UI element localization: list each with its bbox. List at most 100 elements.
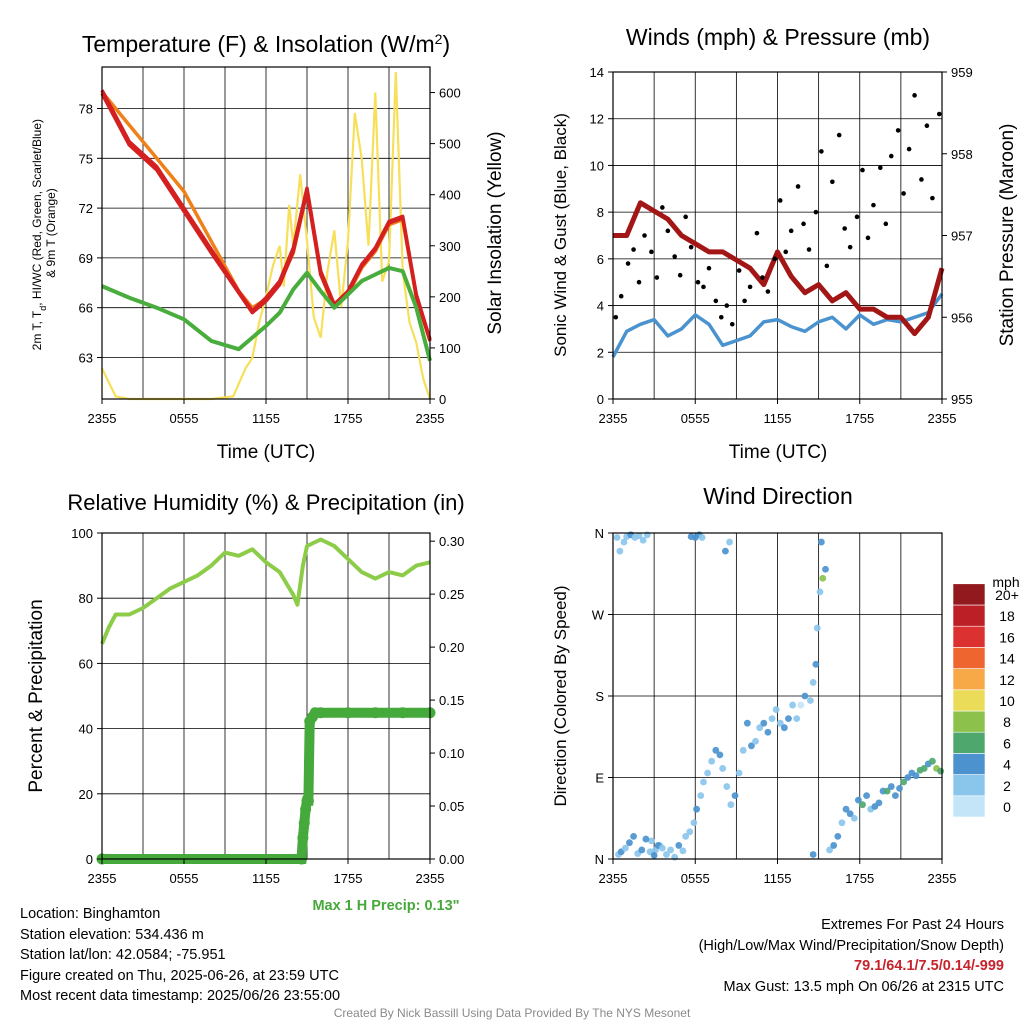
wind-direction-point (693, 805, 701, 813)
gust-point (883, 221, 889, 227)
y2-tick-label: 0.30 (439, 534, 464, 549)
wind-direction-point (667, 846, 674, 854)
wind-direction-point (626, 839, 633, 847)
temperature-title: Temperature (F) & Insolation (W/m2) (82, 31, 450, 57)
y2-tick-label: 0.05 (439, 799, 464, 814)
wind-direction-point (719, 765, 727, 772)
gust-point (819, 149, 824, 154)
gust-point (736, 268, 742, 273)
x-tick-label: 2355 (599, 871, 628, 886)
gust-point (865, 235, 871, 241)
precipitation-point (302, 795, 314, 807)
legend-swatch (952, 583, 986, 606)
x-tick-label: 1755 (845, 871, 874, 886)
gust-point (836, 132, 842, 138)
wind-direction-point (739, 746, 747, 754)
wind-direction-point (708, 757, 716, 765)
y-tick-label: N (595, 852, 604, 867)
station-pressure-line (613, 200, 945, 337)
y2-tick-label: 0.20 (439, 640, 464, 655)
gust-point (613, 314, 619, 320)
wind-direction-point (830, 842, 838, 849)
x-tick-label: 2355 (88, 411, 117, 426)
max-precip-note: Max 1 H Precip: 0.13" (312, 898, 459, 914)
x-tick-label: 2355 (928, 411, 957, 426)
wind-direction-point (912, 772, 920, 780)
x-tick-label: 1755 (334, 411, 363, 426)
x-tick-label: 0555 (170, 871, 199, 886)
legend-swatch (952, 731, 986, 754)
wind-direction-point (650, 851, 658, 859)
y-tick-label: 10 (590, 158, 604, 173)
wind-direction-point (809, 679, 817, 686)
y2-tick-label: 958 (951, 147, 973, 162)
gust-point (642, 233, 647, 238)
wind-direction-point (807, 697, 814, 704)
location-text: Location: Binghamton (20, 906, 161, 922)
gust-point (860, 167, 865, 173)
wind-direction-point (772, 706, 780, 713)
temperature-panel: Temperature (F) & Insolation (W/m2) 63 66… (30, 31, 506, 463)
y2-tick-label: 500 (439, 137, 461, 152)
gust-point (795, 184, 801, 189)
humidity-title: Relative Humidity (%) & Precipitation (i… (67, 490, 464, 515)
wind-direction-point (801, 692, 809, 700)
wind-direction-point (723, 783, 731, 790)
y2-tick-label: 0 (439, 392, 446, 407)
gust-point (713, 298, 719, 304)
gust-point (854, 214, 860, 220)
precipitation-point (298, 817, 310, 829)
wind-direction-point (896, 784, 903, 792)
legend-label: 12 (999, 672, 1015, 688)
x-tick-label: 0555 (681, 411, 710, 426)
wind-direction-point (822, 565, 829, 573)
y2-tick-label: 300 (439, 239, 461, 254)
y-tick-label: 60 (79, 656, 93, 671)
wind-direction-point (679, 847, 687, 855)
legend-label: 20+ (995, 587, 1019, 603)
gust-point (754, 230, 760, 236)
gust-point (813, 209, 819, 215)
legend-swatch (952, 753, 986, 775)
wind-direction-point (793, 715, 801, 723)
latlon-text: Station lat/lon: 42.0584; -75.951 (20, 947, 226, 963)
wind-direction-point (764, 728, 772, 736)
gust-point (930, 195, 935, 201)
gust-point (677, 272, 683, 278)
wind-direction-point (682, 832, 690, 840)
gust-point (888, 153, 894, 159)
legend-swatch (952, 647, 986, 669)
wind-direction-point (722, 547, 729, 555)
credit-line: Created By Nick Bassill Using Data Provi… (333, 1006, 691, 1020)
wind-direction-point (727, 801, 735, 809)
wind-direction-point (834, 832, 842, 840)
speed-color-legend: mph 0 2 4 6 8 10 12 14 16 18 20+ (952, 574, 1020, 818)
wind-direction-point (613, 534, 621, 541)
gust-point (936, 111, 942, 117)
gust-point (801, 221, 806, 227)
x-tick-label: 1155 (764, 411, 792, 426)
wind-direction-point (819, 574, 827, 582)
y-tick-label: 78 (79, 102, 93, 117)
y-tick-label: 75 (79, 151, 93, 166)
winds-y-axis-label: Sonic Wind & Gust (Blue, Black) (551, 113, 570, 357)
gust-point (701, 284, 706, 290)
wind-direction-point (686, 828, 694, 836)
wind-direction-point (697, 792, 705, 800)
wind-direction-point (776, 719, 784, 727)
legend-swatch (952, 774, 986, 797)
y-tick-label: W (592, 608, 605, 623)
x-tick-label: 2355 (928, 871, 957, 886)
winds-panel: Winds (mph) & Pressure (mb) 0 2 4 6 8 10 12 14 9… (551, 24, 1018, 463)
wind-direction-title: Wind Direction (703, 483, 853, 509)
y-tick-label: 0 (86, 852, 93, 867)
x-tick-label: 2355 (88, 871, 117, 886)
y-tick-label: 72 (79, 201, 93, 216)
y-tick-label: 69 (79, 251, 93, 266)
wind-direction-point (768, 715, 776, 723)
wind-direction-point (716, 751, 724, 759)
gust-point (772, 256, 778, 262)
extremes-title: Extremes For Past 24 Hours (821, 917, 1004, 933)
y-tick-label: 63 (79, 351, 93, 366)
insolation-axis-label: Solar Insolation (Yellow) (485, 131, 506, 334)
